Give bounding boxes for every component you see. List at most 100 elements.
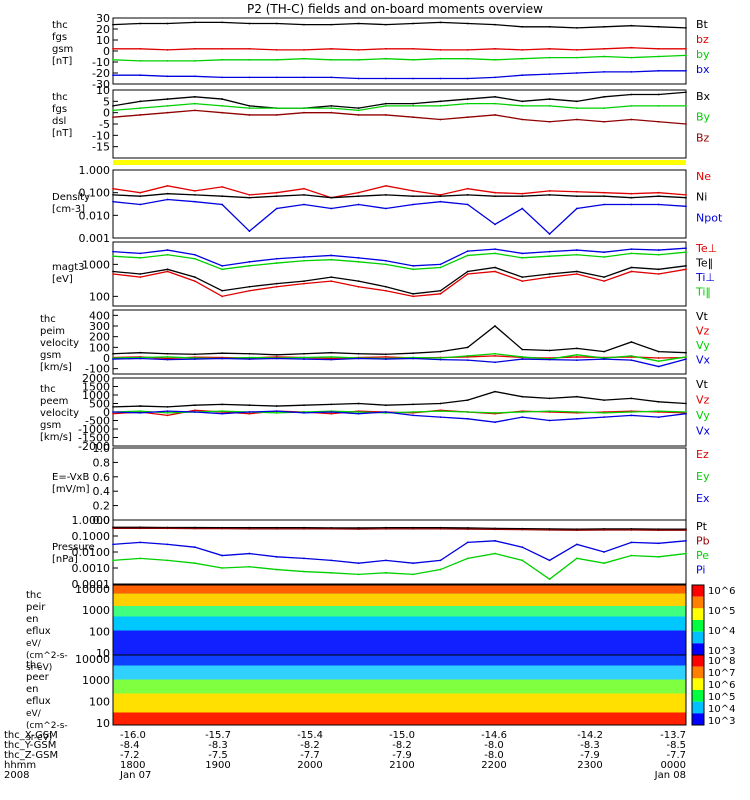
data-point <box>439 200 442 203</box>
y-tick-label: 10 <box>96 717 110 730</box>
data-point <box>466 98 469 100</box>
data-point <box>139 256 142 259</box>
data-point <box>603 551 606 553</box>
data-point <box>357 260 360 263</box>
data-point <box>166 411 169 414</box>
y-tick-label: -10 <box>92 56 110 69</box>
data-point <box>494 552 496 555</box>
legend-label: Pb <box>696 535 710 548</box>
data-point <box>521 100 524 103</box>
data-point <box>548 25 551 28</box>
data-point <box>685 411 687 413</box>
data-point <box>193 562 196 565</box>
data-point <box>603 256 606 258</box>
x-tick-label: Jan 08 <box>654 770 686 781</box>
series-line <box>112 410 687 414</box>
y-tick-label: 10000 <box>75 653 110 666</box>
x-tick-label: -8.5 <box>666 740 686 751</box>
ylabel: eflux <box>26 696 51 707</box>
data-point <box>603 71 606 73</box>
data-point <box>603 562 606 565</box>
data-point <box>603 191 606 194</box>
data-point <box>112 58 114 61</box>
data-point <box>466 354 469 357</box>
data-point <box>603 107 606 110</box>
data-point <box>603 280 606 282</box>
data-point <box>275 568 278 571</box>
x-tick-label: 1800 <box>120 760 145 771</box>
data-point <box>521 416 524 418</box>
y-tick-label: 30 <box>96 12 110 25</box>
colorbar-label: 10^6 <box>708 680 735 691</box>
colorbar-segment <box>692 608 704 620</box>
ylabel: eflux <box>26 626 51 637</box>
data-point <box>412 264 415 267</box>
data-point <box>275 410 278 413</box>
data-point <box>575 353 578 356</box>
data-point <box>630 196 633 199</box>
data-point <box>221 410 224 413</box>
data-point <box>439 266 442 269</box>
data-point <box>193 253 196 256</box>
data-point <box>112 527 114 530</box>
data-point <box>384 184 387 187</box>
data-point <box>685 69 687 72</box>
data-point <box>630 93 633 96</box>
data-point <box>575 207 578 210</box>
y-tick-label: -20 <box>92 67 110 80</box>
data-point <box>357 357 360 360</box>
data-point <box>630 411 633 413</box>
data-point <box>412 77 415 80</box>
y-tick-label: 0.8 <box>93 456 111 469</box>
ylabel: (cm^2-s- <box>26 651 68 661</box>
data-point <box>575 118 578 121</box>
data-point <box>303 259 305 262</box>
data-point <box>439 104 442 107</box>
data-point <box>330 207 333 210</box>
y-tick-label: 0.4 <box>93 485 111 498</box>
spectrogram-band <box>113 606 686 617</box>
legend-label: Ne <box>696 170 711 183</box>
y-tick-label: 400 <box>89 309 110 322</box>
data-point <box>439 118 442 121</box>
y-tick-label: 0.1000 <box>72 530 111 543</box>
data-point <box>521 528 524 531</box>
data-point <box>248 196 251 199</box>
data-point <box>221 21 224 24</box>
spectrogram-band <box>113 693 686 713</box>
data-point <box>521 118 524 121</box>
data-point <box>221 264 224 267</box>
data-point <box>412 203 415 206</box>
ylabel: [mV/m] <box>52 484 90 495</box>
data-point <box>193 189 196 192</box>
data-point <box>630 414 633 417</box>
data-point <box>494 248 496 250</box>
data-point <box>521 57 524 60</box>
legend-label: by <box>696 48 710 61</box>
data-point <box>685 205 687 208</box>
data-point <box>193 21 196 24</box>
data-point <box>357 256 360 259</box>
data-point <box>466 250 469 252</box>
data-point <box>330 571 333 574</box>
y-tick-label: -500 <box>85 415 110 428</box>
y-tick-label: 1.0000 <box>72 514 111 527</box>
data-point <box>685 251 687 254</box>
data-point <box>248 230 251 233</box>
data-point <box>221 104 224 107</box>
y-tick-label: 20 <box>96 23 110 36</box>
data-point <box>384 114 387 116</box>
data-point <box>494 528 496 531</box>
ylabel: gsm <box>40 350 61 361</box>
data-point <box>139 100 142 103</box>
data-point <box>630 359 633 362</box>
y-tick-label: -15 <box>92 141 110 154</box>
y-tick-label: 200 <box>89 331 110 344</box>
data-point <box>439 527 442 530</box>
data-point <box>193 546 196 549</box>
data-point <box>685 196 687 199</box>
data-point <box>112 358 114 360</box>
x-tick-label: -8.2 <box>392 740 412 751</box>
data-point <box>112 411 114 413</box>
data-point <box>139 114 142 116</box>
